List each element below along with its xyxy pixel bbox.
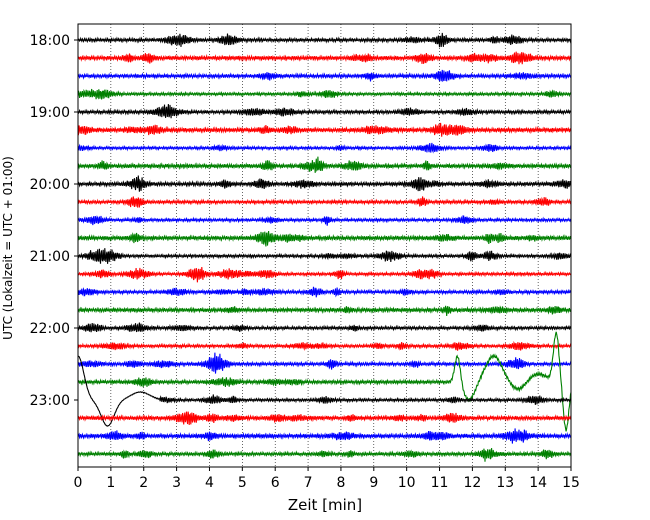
x-tick-label: 3 [172,475,181,491]
x-tick-label: 2 [139,475,148,491]
x-tick-label: 9 [369,475,378,491]
trace-2130 [77,286,572,298]
trace-1930 [77,142,572,154]
trace-2230 [77,352,572,374]
trace-2015 [77,196,572,208]
trace-2100 [77,248,572,264]
x-tick-label: 5 [238,475,247,491]
x-axis-label: Zeit [min] [288,496,362,514]
x-tick-label: 7 [304,475,313,491]
trace-2330 [77,428,572,444]
x-tick-label: 8 [336,475,345,491]
trace-1900 [77,104,572,119]
y-tick-label: 20:00 [30,177,70,193]
trace-2315 [77,411,572,426]
x-tick-label: 14 [529,475,547,491]
trace-2300 [77,355,572,427]
y-axis-label: UTC (Lokalzeit = UTC + 01:00) [1,156,15,340]
trace-2000 [77,175,572,192]
y-tick-label: 22:00 [30,321,70,337]
trace-2245 [77,331,572,432]
y-tick-label: 21:00 [30,249,70,265]
trace-1800 [77,32,572,48]
x-tick-label: 6 [271,475,280,491]
trace-1830 [77,69,572,83]
x-tick-label: 4 [205,475,214,491]
y-tick-label: 18:00 [30,33,70,49]
x-tick-label: 15 [562,475,580,491]
x-axis-ticks: 0 1 2 3 4 5 6 7 8 9 10 11 12 13 14 15 [74,467,580,491]
trace-2215 [77,340,572,351]
x-tick-label: 10 [398,475,416,491]
trace-1945 [77,156,572,173]
y-tick-label: 19:00 [30,105,70,121]
trace-1845 [77,88,572,100]
trace-2345 [77,448,572,462]
y-axis-ticks: 18:00 19:00 20:00 21:00 22:00 23:00 [30,33,78,409]
trace-2030 [77,214,572,226]
x-tick-label: 13 [496,475,514,491]
trace-2115 [77,266,572,283]
trace-1815 [77,51,572,65]
trace-1915 [77,122,572,137]
plot-frame [77,23,572,468]
grid-lines [110,24,539,467]
x-tick-label: 0 [74,475,83,491]
x-tick-label: 1 [106,475,115,491]
x-tick-label: 11 [431,475,449,491]
trace-2200 [77,322,572,333]
x-tick-label: 12 [463,475,481,491]
trace-2045 [77,230,572,247]
seismic-traces [77,32,572,462]
trace-2145 [77,305,572,317]
y-tick-label: 23:00 [30,393,70,409]
